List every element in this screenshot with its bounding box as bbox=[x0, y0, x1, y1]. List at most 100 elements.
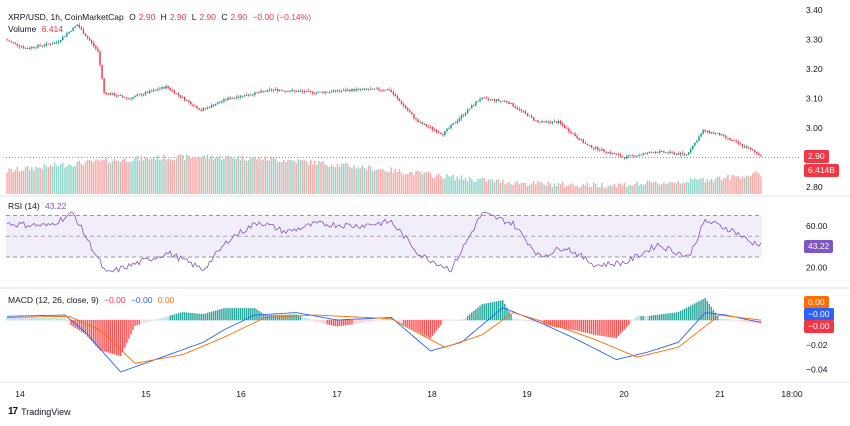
candle-body bbox=[281, 90, 283, 91]
volume-bar bbox=[152, 157, 155, 194]
macd-histogram-bar bbox=[233, 308, 235, 321]
macd-histogram-bar bbox=[326, 320, 328, 325]
candle-body bbox=[566, 127, 568, 129]
signal-series-line bbox=[7, 312, 762, 364]
candle-body bbox=[190, 101, 192, 105]
macd-histogram-bar bbox=[293, 314, 295, 321]
candle-body bbox=[572, 133, 574, 135]
volume-bar bbox=[334, 166, 337, 194]
macd-histogram-bar bbox=[371, 320, 374, 322]
volume-bar bbox=[175, 158, 178, 194]
macd-histogram-bar bbox=[229, 308, 231, 321]
candle-body bbox=[37, 44, 39, 48]
macd-histogram-bar bbox=[223, 308, 225, 321]
macd-histogram-bar bbox=[656, 314, 659, 321]
candle-body bbox=[404, 105, 407, 109]
volume-bar bbox=[109, 163, 112, 194]
volume-bar bbox=[727, 174, 729, 194]
tradingview-mark-icon: 17 bbox=[8, 406, 18, 417]
candle-body bbox=[741, 144, 744, 147]
volume-bar bbox=[66, 166, 68, 194]
macd-histogram-bar bbox=[603, 320, 605, 337]
symbol-legend[interactable]: XRP/USD, 1h, CoinMarketCap O 2.90 H 2.90 L… bbox=[8, 12, 314, 22]
volume-bar bbox=[754, 171, 756, 194]
volume-bar bbox=[216, 157, 219, 194]
macd-histogram-bar bbox=[12, 318, 14, 321]
volume-bar bbox=[749, 175, 752, 194]
candle-body bbox=[706, 130, 708, 132]
candle-body bbox=[625, 156, 628, 159]
candle-body bbox=[305, 90, 308, 93]
volume-bar bbox=[733, 175, 735, 194]
macd-histogram-bar bbox=[287, 314, 289, 321]
candle-body bbox=[512, 103, 514, 107]
candle-body bbox=[16, 43, 19, 46]
macd-legend[interactable]: MACD (12, 26, close, 9) −0.00 −0.00 0.00 bbox=[8, 295, 177, 305]
candle-body bbox=[704, 130, 706, 132]
tradingview-logo[interactable]: 17 TradingView bbox=[8, 406, 71, 417]
volume-bar bbox=[359, 168, 361, 194]
candle-body bbox=[619, 154, 622, 157]
candle-body bbox=[378, 88, 380, 91]
volume-bar bbox=[245, 160, 248, 194]
macd-histogram-bar bbox=[729, 319, 731, 321]
candle-body bbox=[502, 100, 504, 102]
macd-histogram-bar bbox=[202, 314, 204, 321]
volume-bar bbox=[62, 162, 64, 194]
macd-histogram-bar bbox=[588, 320, 591, 334]
volume-bar bbox=[704, 182, 706, 194]
volume-bar bbox=[243, 159, 246, 194]
macd-histogram-bar bbox=[140, 320, 143, 325]
candle-body bbox=[132, 97, 134, 99]
volume-bar bbox=[597, 186, 599, 194]
candle-body bbox=[417, 119, 419, 123]
candle-body bbox=[293, 90, 295, 91]
candle-body bbox=[642, 153, 644, 155]
macd-histogram-bar bbox=[192, 313, 194, 321]
rsi-legend[interactable]: RSI (14) 43.22 bbox=[8, 201, 69, 211]
volume-bar bbox=[679, 183, 682, 194]
candle-body bbox=[692, 145, 694, 150]
candle-body bbox=[101, 65, 103, 79]
candle-body bbox=[462, 115, 465, 116]
volume-bar bbox=[491, 179, 494, 194]
macd-histogram-bar bbox=[446, 319, 448, 321]
macd-histogram-bar bbox=[291, 314, 293, 321]
volume-bar bbox=[659, 184, 661, 194]
macd-histogram-bar bbox=[522, 320, 525, 321]
volume-bar bbox=[535, 184, 537, 194]
macd-histogram-bar bbox=[549, 320, 552, 326]
macd-histogram-bar bbox=[462, 319, 465, 321]
volume-bar bbox=[756, 171, 758, 194]
volume-bar bbox=[702, 177, 704, 194]
macd-histogram-bar bbox=[466, 315, 469, 321]
macd-histogram-bar bbox=[210, 311, 213, 321]
candle-body bbox=[264, 91, 266, 93]
macd-histogram-bar bbox=[398, 320, 401, 323]
candle-body bbox=[124, 97, 126, 98]
macd-histogram-bar bbox=[111, 320, 114, 354]
candle-body bbox=[64, 36, 66, 37]
volume-bars bbox=[6, 154, 762, 194]
volume-bar bbox=[683, 183, 686, 194]
candle-body bbox=[683, 153, 686, 155]
macd-histogram-bar bbox=[438, 320, 440, 328]
macd-histogram-bar bbox=[599, 320, 601, 336]
candle-body bbox=[446, 128, 448, 132]
macd-histogram-bar bbox=[208, 312, 211, 321]
macd-histogram-bar bbox=[380, 319, 382, 321]
macd-histogram-bar bbox=[76, 320, 78, 330]
tradingview-logo-text: TradingView bbox=[21, 406, 71, 417]
rsi-series-line bbox=[6, 211, 762, 273]
candle-body bbox=[173, 90, 176, 94]
volume-bar bbox=[268, 160, 271, 194]
macd-histogram-bar bbox=[24, 317, 27, 321]
macd-histogram-bar bbox=[338, 320, 341, 327]
candle-body bbox=[489, 99, 492, 101]
macd-histogram-bar bbox=[417, 320, 419, 333]
candle-body bbox=[181, 96, 184, 98]
volume-legend[interactable]: Volume 6.414 bbox=[8, 24, 66, 34]
candle-body bbox=[659, 151, 661, 153]
candle-body bbox=[26, 48, 29, 50]
